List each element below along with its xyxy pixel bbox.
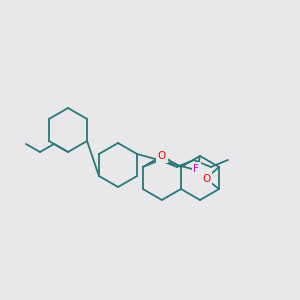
Text: F: F [204,172,210,182]
Text: O: O [158,151,166,161]
Text: F: F [193,164,199,174]
Text: O: O [202,174,210,184]
